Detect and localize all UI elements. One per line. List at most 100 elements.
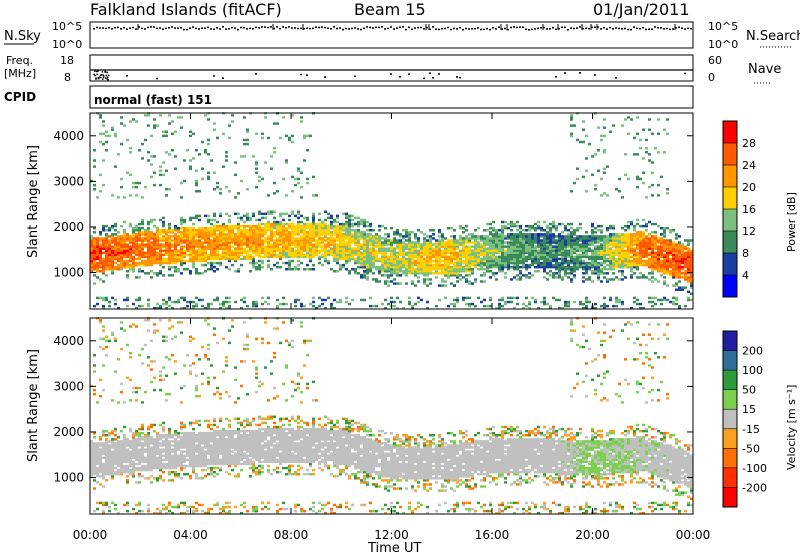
power-cell	[441, 233, 444, 236]
power-cell	[186, 243, 189, 246]
power-cell	[588, 300, 591, 304]
power-cell	[213, 171, 216, 175]
power-cell	[669, 300, 672, 304]
power-cell	[465, 259, 468, 263]
power-cell	[309, 222, 312, 226]
power-cell	[621, 245, 624, 248]
power-cell	[597, 253, 600, 257]
power-cell	[642, 181, 645, 185]
power-cell	[117, 257, 120, 261]
power-cell	[618, 247, 621, 250]
power-cell	[543, 276, 546, 279]
power-cell	[135, 233, 138, 236]
power-cell	[603, 243, 606, 246]
power-cell	[249, 241, 252, 244]
power-cell	[234, 270, 237, 273]
power-cell	[651, 259, 654, 263]
power-cell	[651, 257, 654, 261]
power-cell	[360, 247, 363, 250]
power-cell	[456, 300, 459, 304]
power-cell	[177, 231, 180, 234]
power-cell	[216, 249, 219, 252]
velocity-cell	[93, 450, 96, 453]
power-cell	[207, 241, 210, 244]
power-cell	[102, 243, 105, 246]
power-cell	[486, 253, 489, 257]
power-cell	[219, 306, 222, 310]
power-cell	[309, 302, 312, 306]
power-cell	[393, 270, 396, 273]
noise-point	[228, 28, 230, 30]
power-cell	[504, 259, 507, 263]
power-cell	[378, 247, 381, 250]
power-cell	[186, 149, 189, 152]
power-cell	[363, 298, 366, 302]
velocity-cell	[93, 452, 96, 455]
power-cell	[366, 251, 369, 255]
power-cell	[165, 233, 168, 236]
power-cell	[192, 157, 195, 160]
power-cell	[252, 257, 255, 261]
power-cell	[420, 247, 423, 250]
noise-point	[432, 26, 434, 28]
power-cell	[195, 179, 198, 183]
power-cell	[483, 274, 486, 277]
power-cell	[132, 265, 135, 269]
power-cell	[186, 241, 189, 244]
power-cell	[537, 263, 540, 267]
power-cell	[258, 231, 261, 234]
power-cell	[246, 253, 249, 257]
power-cell	[300, 171, 303, 175]
power-cell	[507, 235, 510, 238]
power-cell	[435, 239, 438, 242]
power-cell	[315, 306, 318, 310]
power-cell	[147, 272, 150, 275]
power-cell	[93, 274, 96, 277]
power-cell	[591, 229, 594, 232]
power-cell	[603, 245, 606, 248]
noise-point	[465, 27, 467, 30]
power-cell	[207, 257, 210, 261]
power-cell	[279, 302, 282, 306]
power-cell	[252, 249, 255, 252]
power-cell	[546, 239, 549, 242]
power-cell	[108, 261, 111, 265]
power-cell	[675, 237, 678, 240]
power-cell	[156, 257, 159, 261]
power-cell	[351, 249, 354, 252]
power-cell	[348, 216, 351, 220]
power-cell	[429, 237, 432, 240]
power-cell	[489, 243, 492, 246]
power-cell	[102, 226, 105, 230]
power-cell	[621, 249, 624, 252]
power-cell	[486, 235, 489, 238]
power-cell	[306, 255, 309, 259]
power-cell	[528, 239, 531, 242]
power-cell	[270, 229, 273, 232]
power-cell	[279, 237, 282, 240]
power-cell	[165, 130, 168, 133]
power-cell	[273, 233, 276, 236]
power-cell	[390, 241, 393, 244]
power-cell	[333, 306, 336, 310]
noise-point	[585, 27, 587, 30]
power-cell	[138, 239, 141, 242]
power-cell	[297, 229, 300, 232]
power-cell	[126, 270, 129, 273]
power-cell	[354, 233, 357, 236]
power-cell	[261, 233, 264, 236]
power-cell	[534, 261, 537, 265]
power-cell	[513, 257, 516, 261]
power-cell	[396, 306, 399, 310]
power-cell	[318, 224, 321, 228]
power-cell	[690, 253, 693, 257]
power-cell	[228, 124, 231, 127]
power-cell	[111, 251, 114, 255]
power-cell	[204, 151, 207, 154]
power-cell	[600, 249, 603, 252]
power-cell	[138, 231, 141, 234]
power-cell	[411, 253, 414, 257]
power-cell	[174, 243, 177, 246]
power-cell	[186, 245, 189, 248]
